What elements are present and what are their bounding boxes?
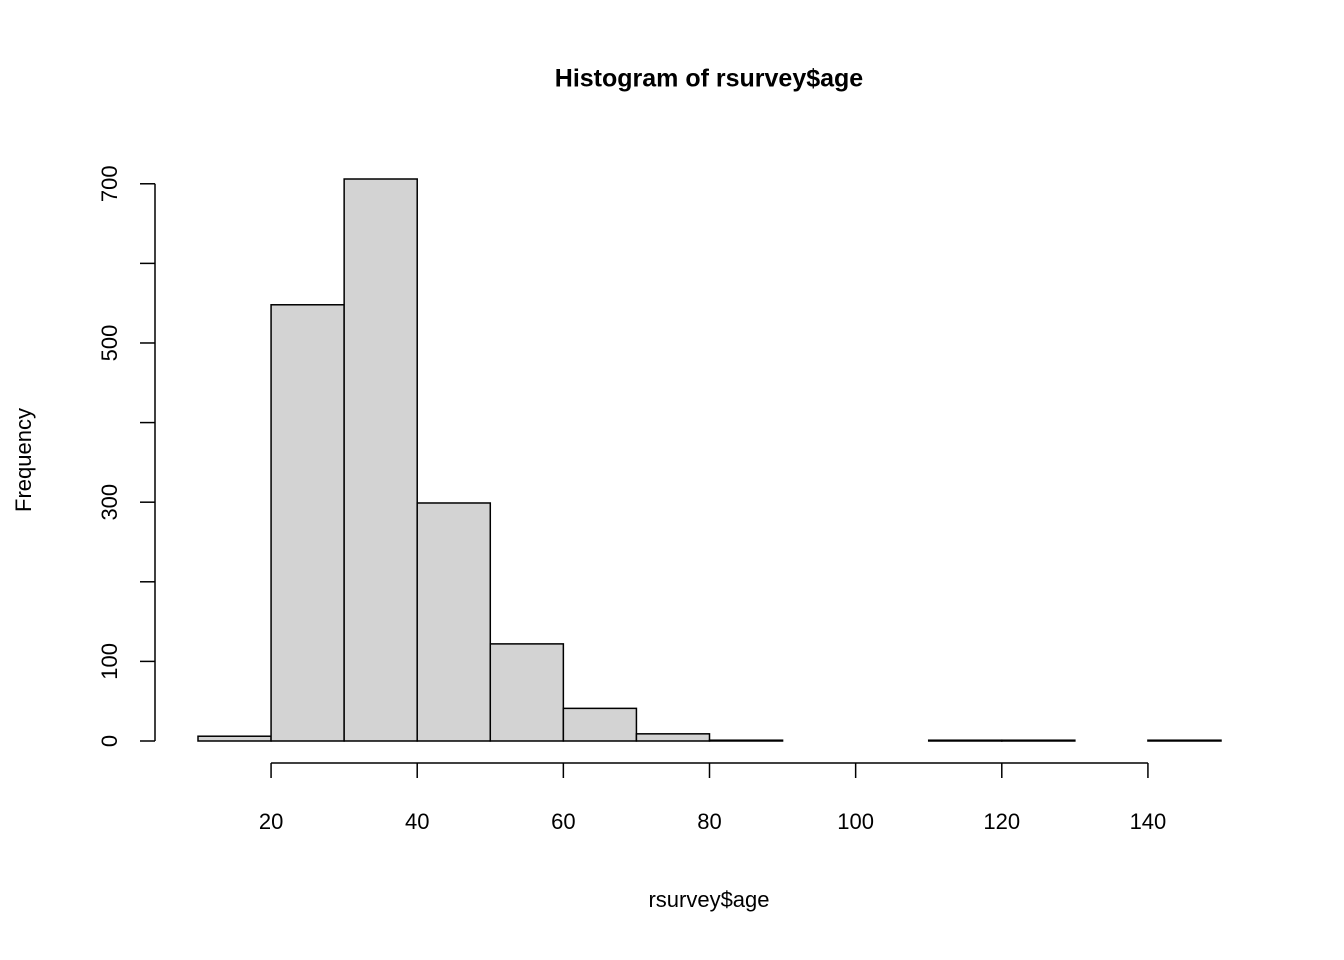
bar [1147,739,1222,742]
y-tick-label: 700 [97,165,122,202]
x-tick-label: 20 [259,809,283,834]
bar [708,739,784,742]
x-tick-label: 40 [405,809,429,834]
x-tick-label: 80 [697,809,721,834]
bar [197,735,272,742]
x-axis-label: rsurvey$age [648,887,769,912]
chart-title: Histogram of rsurvey$age [555,65,864,93]
bar [270,304,345,742]
y-tick-label: 100 [97,643,122,680]
bar [343,178,418,742]
x-tick-label: 100 [837,809,874,834]
bar [927,739,1003,742]
y-axis-label: Frequency [11,408,36,512]
bar [635,733,711,742]
x-tick-label: 140 [1130,809,1167,834]
x-tick-label: 120 [983,809,1020,834]
y-tick-label: 300 [97,484,122,521]
x-tick-label: 60 [551,809,575,834]
bar [489,643,565,742]
bar [562,707,638,742]
bar [1001,739,1076,742]
y-tick-label: 500 [97,325,122,362]
y-tick-label: 0 [97,735,122,747]
bar [416,502,492,742]
